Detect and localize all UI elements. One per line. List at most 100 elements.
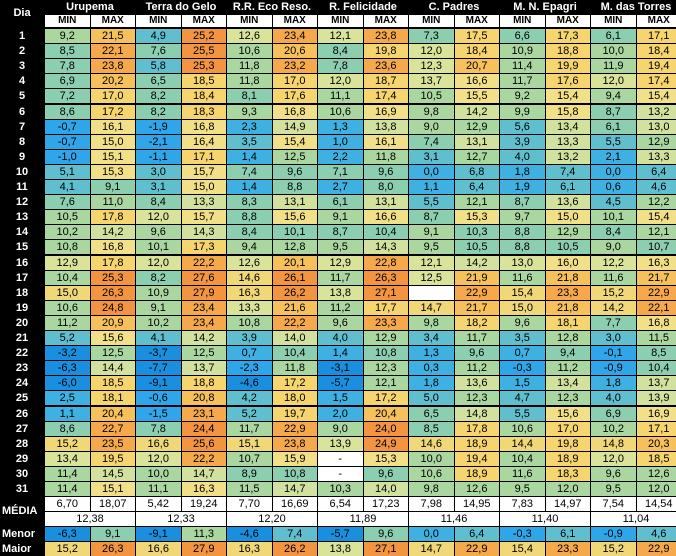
- media-overall-cell: 11,04: [591, 512, 676, 527]
- data-cell: 12,0: [409, 44, 454, 59]
- data-cell: -0,6: [136, 391, 181, 406]
- data-cell: 14,4: [500, 436, 545, 451]
- data-cell: 23,6: [363, 59, 408, 74]
- data-cell: 15,7: [181, 164, 226, 179]
- menor-cell: 7,4: [272, 527, 317, 542]
- data-cell: 14,6: [409, 436, 454, 451]
- data-cell: 17,6: [272, 89, 317, 104]
- data-cell: 12,9: [454, 119, 499, 134]
- data-cell: 9,0: [591, 240, 636, 255]
- data-cell: 23,1: [181, 406, 226, 421]
- menor-label: Menor: [2, 528, 35, 541]
- data-cell: 7,1: [318, 164, 363, 179]
- data-cell: 18,5: [181, 74, 226, 89]
- data-cell: 5,5: [591, 134, 636, 149]
- station-header: R. Felicidade: [329, 1, 397, 13]
- data-cell: 13,8: [363, 119, 408, 134]
- data-cell: 2,7: [318, 180, 363, 195]
- data-cell: 11,1: [318, 89, 363, 104]
- data-cell: 12,0: [591, 451, 636, 466]
- data-cell: 10,9: [136, 285, 181, 300]
- min-column-header: MIN: [591, 15, 636, 27]
- day-label: 28: [15, 437, 29, 450]
- data-cell: 9,0: [409, 119, 454, 134]
- data-cell: -3,2: [45, 346, 90, 361]
- data-cell: 12,0: [318, 74, 363, 89]
- data-cell: 23,3: [545, 285, 590, 300]
- max-column-header: MAX: [454, 15, 499, 27]
- data-cell: 5,8: [136, 59, 181, 74]
- data-cell: 18,1: [90, 391, 135, 406]
- day-label: 18: [15, 286, 29, 299]
- day-label: 14: [15, 226, 29, 239]
- day-label: 3: [18, 60, 26, 73]
- data-cell: 10,6: [318, 104, 363, 119]
- data-cell: 12,0: [545, 482, 590, 497]
- data-cell: 25,5: [181, 44, 226, 59]
- data-cell: 4,2: [227, 391, 272, 406]
- data-cell: 19,8: [545, 436, 590, 451]
- data-cell: 7,8: [45, 59, 90, 74]
- day-label: 26: [15, 407, 29, 420]
- data-cell: 22,2: [272, 315, 317, 330]
- data-cell: 12,9: [45, 255, 90, 270]
- media-cell: 7,70: [227, 497, 272, 512]
- menor-cell: 0,0: [409, 527, 454, 542]
- data-cell: 13,3: [636, 149, 676, 164]
- data-cell: 16,6: [136, 436, 181, 451]
- data-cell: 12,8: [545, 331, 590, 346]
- data-cell: 10,2: [136, 315, 181, 330]
- media-cell: 18,07: [90, 497, 135, 512]
- data-cell: 9,3: [227, 104, 272, 119]
- data-cell: 10,1: [272, 225, 317, 240]
- data-cell: 15,3: [363, 451, 408, 466]
- data-cell: 10,4: [45, 270, 90, 285]
- data-cell: 18,3: [545, 466, 590, 481]
- data-cell: 10,5: [409, 89, 454, 104]
- max-column-header: MAX: [363, 15, 408, 27]
- data-cell: 12,6: [454, 482, 499, 497]
- data-cell: 20,9: [90, 315, 135, 330]
- data-cell: 9,8: [409, 315, 454, 330]
- data-cell: 12,3: [363, 361, 408, 376]
- data-cell: -1,0: [45, 149, 90, 164]
- data-cell: 20,7: [454, 59, 499, 74]
- data-cell: 17,8: [454, 421, 499, 436]
- maior-cell: 16,3: [227, 542, 272, 556]
- data-cell: 12,7: [454, 149, 499, 164]
- maior-cell: 26,2: [272, 542, 317, 556]
- media-cell: 19,24: [181, 497, 226, 512]
- data-cell: 14,2: [454, 255, 499, 270]
- data-cell: 9,5: [500, 482, 545, 497]
- data-cell: 23,8: [272, 436, 317, 451]
- data-cell: 13,7: [409, 74, 454, 89]
- data-cell: 0,7: [227, 346, 272, 361]
- data-cell: 11,9: [591, 59, 636, 74]
- media-cell: 6,70: [45, 497, 90, 512]
- day-label: 27: [15, 422, 29, 435]
- menor-cell: 9,1: [90, 527, 135, 542]
- maior-cell: 15,2: [45, 542, 90, 556]
- media-cell: 7,83: [500, 497, 545, 512]
- data-cell: 8,2: [136, 104, 181, 119]
- data-cell: 16,0: [545, 255, 590, 270]
- data-cell: 16,1: [90, 119, 135, 134]
- maior-label: Maior: [2, 543, 32, 556]
- data-cell: 0,6: [591, 180, 636, 195]
- day-label: 25: [15, 392, 29, 405]
- data-cell: 12,1: [454, 195, 499, 210]
- data-cell: 15,7: [181, 210, 226, 225]
- data-cell: 15,0: [45, 285, 90, 300]
- day-label: 13: [15, 211, 29, 224]
- data-cell: 16,8: [181, 119, 226, 134]
- data-cell: 17,1: [636, 421, 676, 436]
- data-cell: 15,3: [454, 210, 499, 225]
- data-cell: 8,4: [591, 225, 636, 240]
- data-cell: 19,5: [90, 451, 135, 466]
- data-cell: 11,2: [545, 361, 590, 376]
- day-label: 7: [18, 120, 26, 133]
- data-cell: 17,4: [363, 89, 408, 104]
- data-cell: 7,6: [136, 44, 181, 59]
- station-header: M. N. Epagri: [513, 1, 577, 13]
- data-cell: 9,6: [500, 315, 545, 330]
